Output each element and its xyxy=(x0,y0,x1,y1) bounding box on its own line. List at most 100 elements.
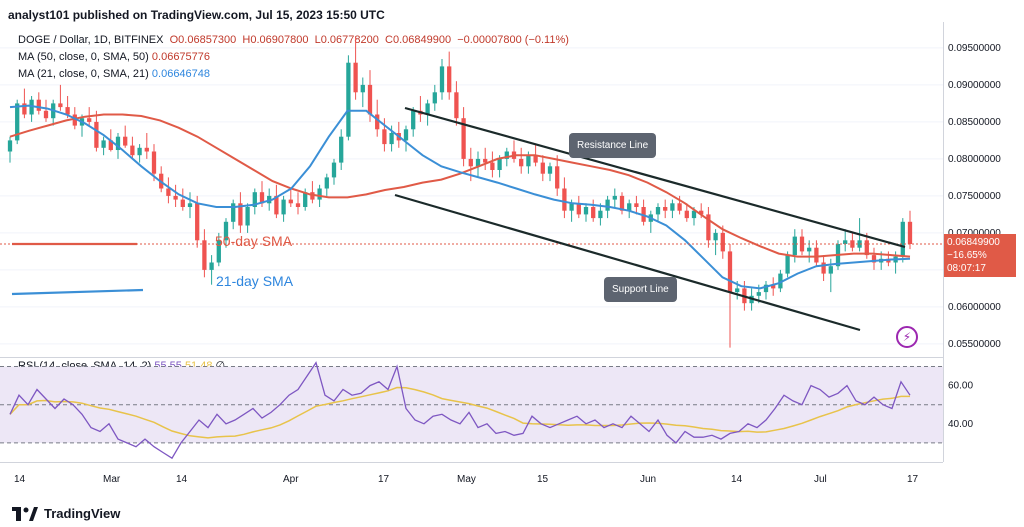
candle-body xyxy=(245,207,250,226)
candle-body xyxy=(303,192,308,207)
open-label: O xyxy=(169,34,179,46)
ma50-line xyxy=(9,113,911,258)
rsi-y-tick-label: 40.00 xyxy=(948,419,973,430)
candle-body xyxy=(504,151,509,159)
candle-body xyxy=(137,147,142,156)
candle-body xyxy=(403,129,409,141)
x-tick-label: Jul xyxy=(814,474,827,485)
x-tick-label: 15 xyxy=(537,474,549,485)
candle-body xyxy=(713,232,718,241)
candle-body xyxy=(94,121,99,148)
symbol-legend: DOGE / Dollar, 1D, BITFINEX O0.06857300 … xyxy=(18,34,569,46)
candle-body xyxy=(367,84,373,115)
candle-body xyxy=(547,166,553,174)
candle-body xyxy=(843,240,848,244)
candle-body xyxy=(259,192,265,204)
candle-body xyxy=(605,199,610,211)
price-badge-change: −16.65% xyxy=(947,250,987,261)
y-tick-label: 0.09500000 xyxy=(948,43,1001,54)
candle-body xyxy=(101,140,106,148)
rsi-line xyxy=(9,361,911,460)
support-trendline xyxy=(394,193,861,332)
candle-body xyxy=(864,240,869,256)
candle-body xyxy=(202,240,207,270)
candle-body xyxy=(533,155,538,163)
candle-body xyxy=(411,110,416,130)
candle-body xyxy=(389,133,394,145)
ma21-value: 0.06646748 xyxy=(151,68,211,80)
candle-body xyxy=(576,203,581,215)
candle-body xyxy=(65,107,70,115)
candle-body xyxy=(735,288,740,293)
x-tick-label: 14 xyxy=(731,474,743,485)
footer-brand[interactable]: TradingView xyxy=(12,506,120,521)
bolt-icon[interactable]: ⚡ xyxy=(896,326,918,348)
change-value: −0.00007800 (−0.11%) xyxy=(457,34,569,46)
candle-body xyxy=(583,207,589,215)
rsi-y-tick-label: 60.00 xyxy=(948,381,973,392)
candle-body xyxy=(223,221,229,241)
candle-body xyxy=(727,251,733,293)
price-badge-price: 0.06849900 xyxy=(947,237,1000,248)
y-tick-label: 0.09000000 xyxy=(948,80,1001,91)
candle-body xyxy=(569,203,574,211)
candle-body xyxy=(216,240,221,263)
candle-body xyxy=(778,273,783,289)
x-tick-label: 14 xyxy=(14,474,26,485)
y-tick-label: 0.08000000 xyxy=(948,154,1001,165)
candle-body xyxy=(58,103,63,108)
support-line-label: Support Line xyxy=(604,277,677,302)
candle-body xyxy=(483,158,488,163)
x-tick-label: May xyxy=(457,474,476,485)
ma50-legend: MA (50, close, 0, SMA, 50) 0.06675776 xyxy=(18,51,210,63)
candle-body xyxy=(195,203,200,241)
high-value: 0.06907800 xyxy=(250,34,309,46)
candle-body xyxy=(187,203,193,207)
candle-body xyxy=(555,166,560,189)
candle-body xyxy=(691,210,697,219)
candle-body xyxy=(454,92,459,119)
x-tick-label: Apr xyxy=(283,474,299,485)
candle-body xyxy=(353,62,358,93)
candle-body xyxy=(475,158,481,167)
candle-body xyxy=(339,136,344,163)
y-tick-label: 0.06000000 xyxy=(948,302,1001,313)
candle-body xyxy=(288,199,293,204)
candle-body xyxy=(814,247,819,263)
candle-body xyxy=(130,145,135,156)
candle-body xyxy=(22,103,27,115)
candle-body xyxy=(29,99,34,115)
candle-body xyxy=(252,192,257,207)
high-label: H xyxy=(242,34,251,46)
candle-body xyxy=(562,188,567,211)
candle-body xyxy=(706,214,711,241)
candle-body xyxy=(468,158,473,167)
candle-body xyxy=(677,203,682,211)
candle-body xyxy=(173,195,178,200)
annotation-sma21: 21-day SMA xyxy=(216,273,294,289)
candle-body xyxy=(490,162,495,170)
y-tick-label: 0.07000000 xyxy=(948,228,1001,239)
candle-body xyxy=(807,247,812,252)
candle-body xyxy=(180,199,185,207)
candle-body xyxy=(907,221,913,244)
candle-body xyxy=(72,114,77,126)
candle-body xyxy=(828,266,833,274)
x-tick-label: 14 xyxy=(176,474,188,485)
resistance-trendline xyxy=(404,106,906,249)
candle-body xyxy=(310,192,315,200)
close-value: 0.06849900 xyxy=(392,34,452,46)
candle-body xyxy=(871,255,877,263)
footer-brand-text: TradingView xyxy=(44,506,121,521)
candle-body xyxy=(281,199,286,215)
candle-body xyxy=(144,147,149,152)
annotation-sma50: 50-day SMA xyxy=(215,233,293,249)
candle-body xyxy=(346,62,351,137)
candle-body xyxy=(634,203,639,207)
candle-body xyxy=(497,158,502,170)
candle-body xyxy=(87,118,92,122)
rsi-sma-line xyxy=(9,386,910,439)
ma21-legend: MA (21, close, 0, SMA, 21) 0.06646748 xyxy=(18,68,210,80)
candle-body xyxy=(108,140,113,151)
